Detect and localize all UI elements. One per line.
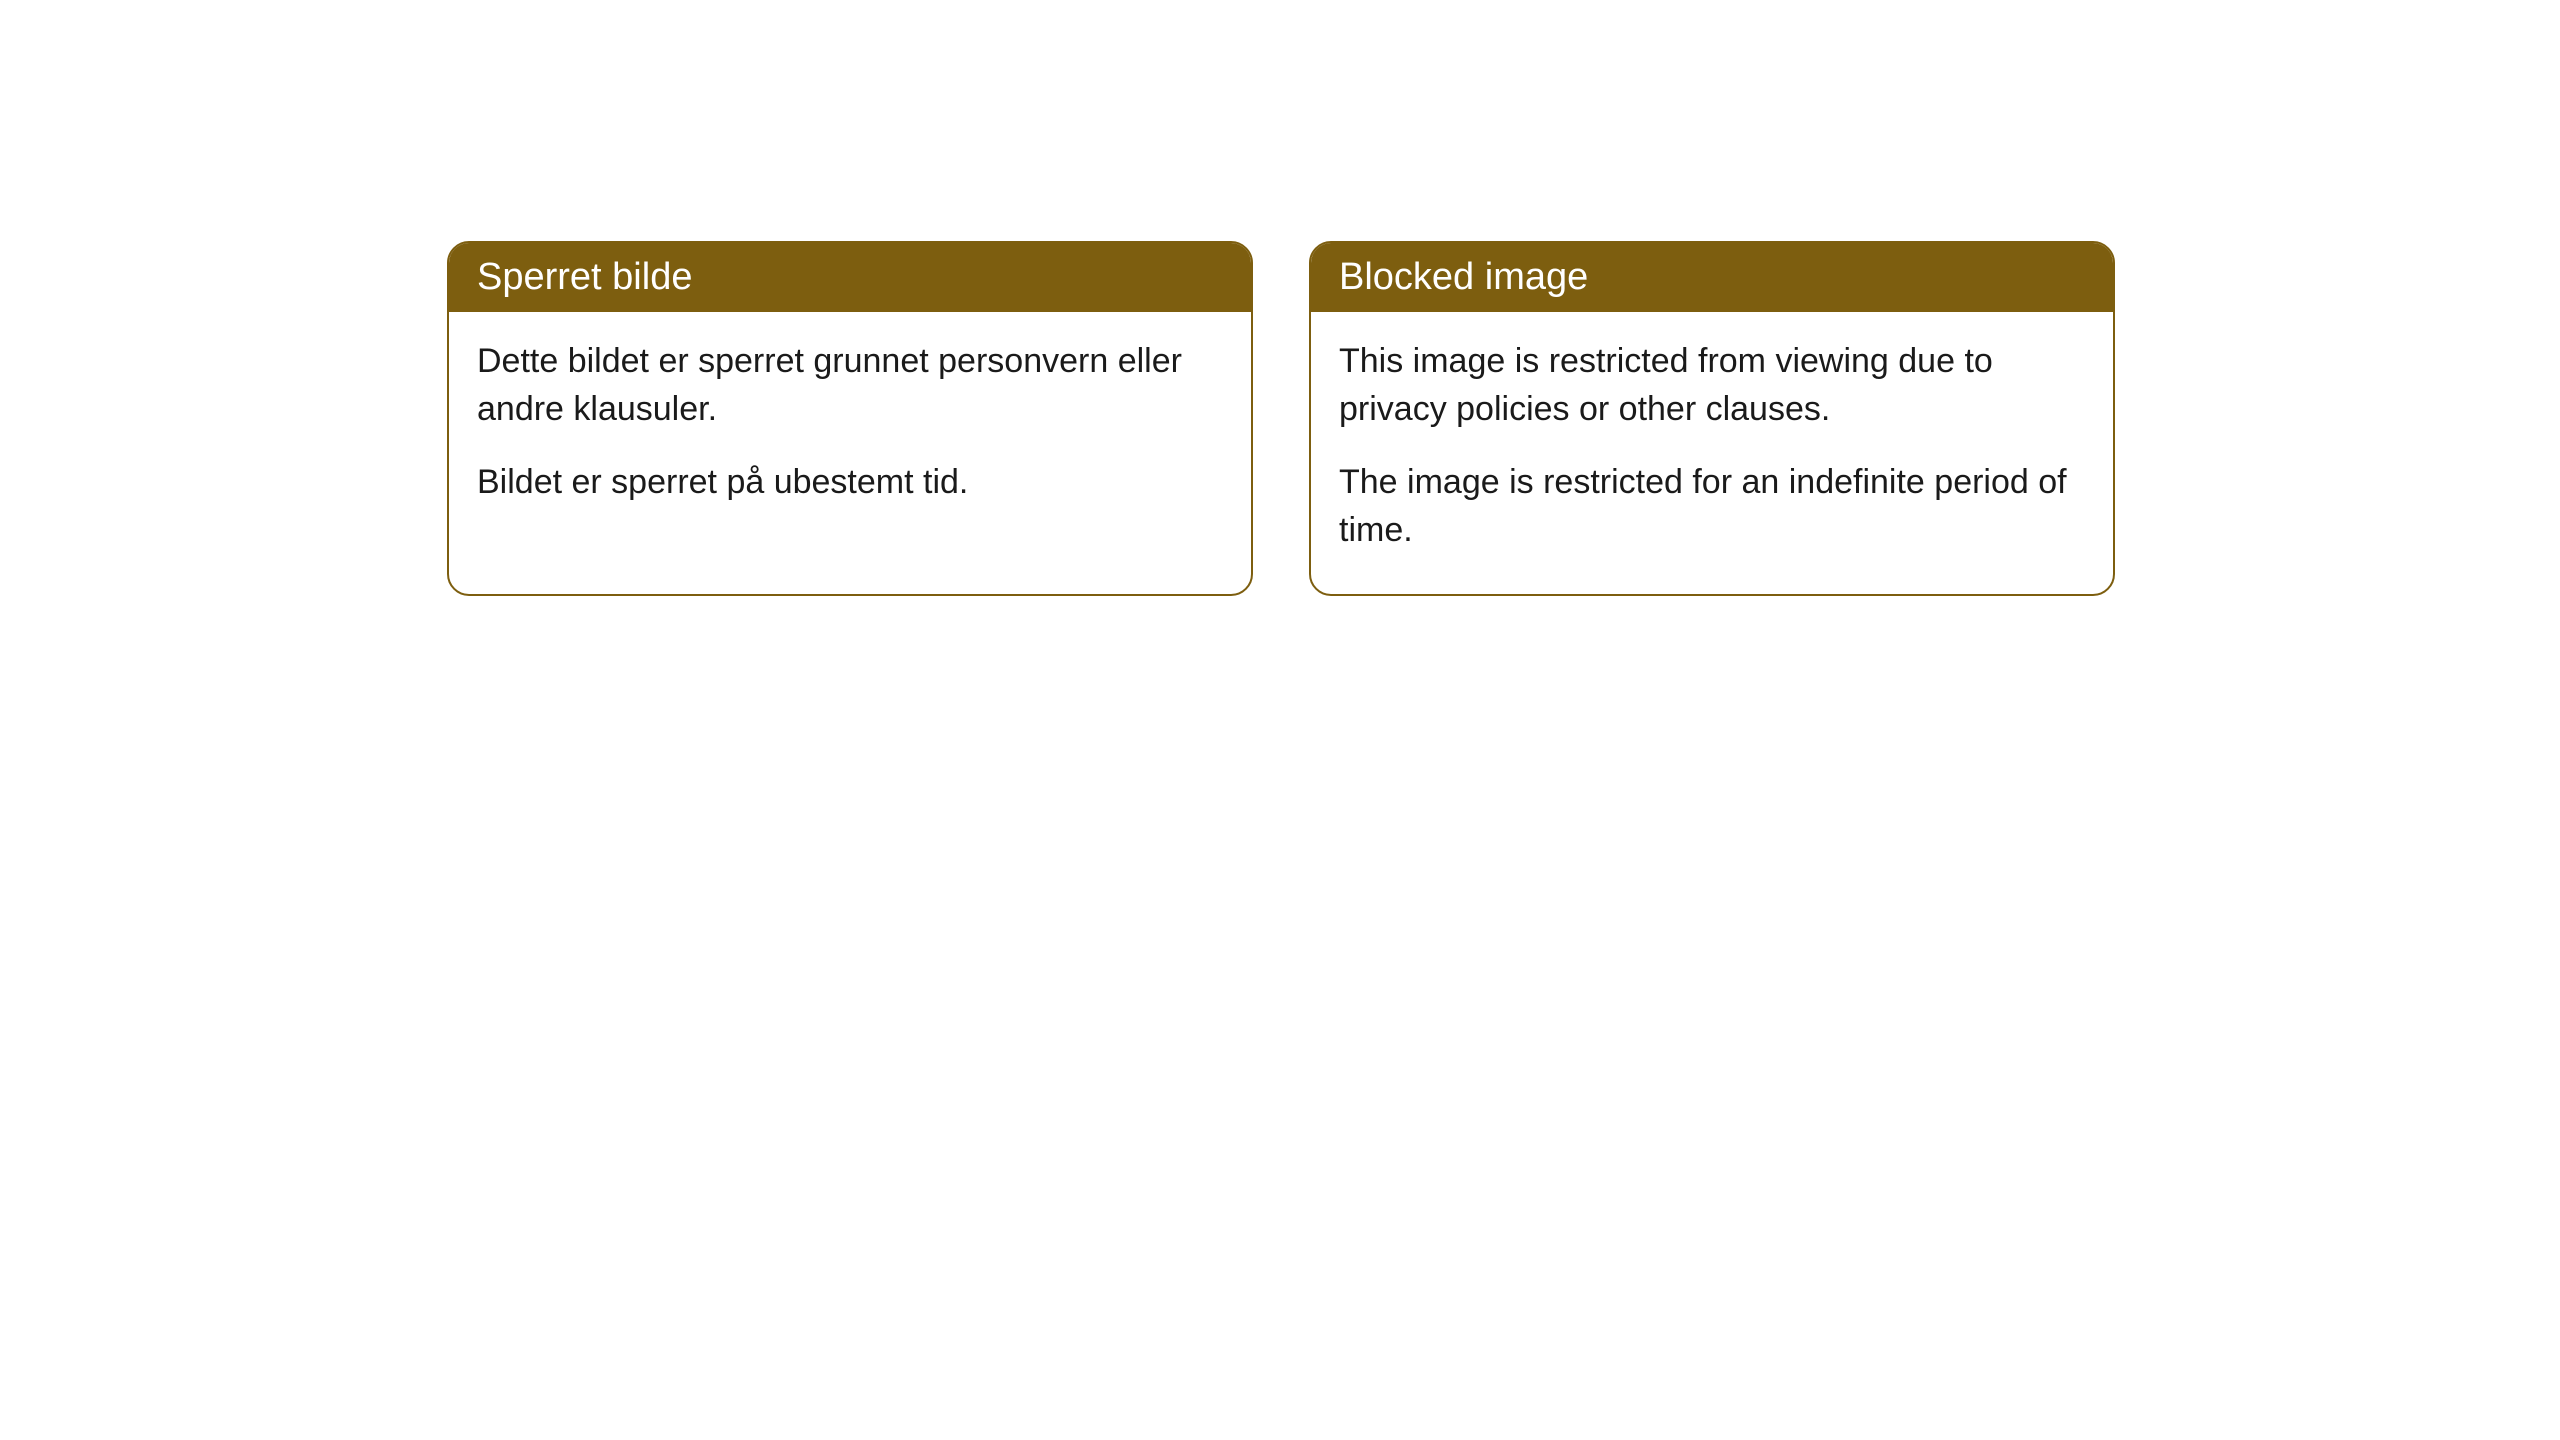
card-header-english: Blocked image [1311, 243, 2113, 312]
blocked-image-card-english: Blocked image This image is restricted f… [1309, 241, 2115, 596]
card-paragraph-english-1: This image is restricted from viewing du… [1339, 338, 2085, 433]
card-header-norwegian: Sperret bilde [449, 243, 1251, 312]
card-paragraph-norwegian-2: Bildet er sperret på ubestemt tid. [477, 459, 1223, 507]
card-body-norwegian: Dette bildet er sperret grunnet personve… [449, 312, 1251, 547]
blocked-image-card-norwegian: Sperret bilde Dette bildet er sperret gr… [447, 241, 1253, 596]
card-body-english: This image is restricted from viewing du… [1311, 312, 2113, 594]
notice-container: Sperret bilde Dette bildet er sperret gr… [447, 241, 2115, 596]
card-title-english: Blocked image [1339, 256, 1588, 298]
card-title-norwegian: Sperret bilde [477, 256, 692, 298]
card-paragraph-english-2: The image is restricted for an indefinit… [1339, 459, 2085, 554]
card-paragraph-norwegian-1: Dette bildet er sperret grunnet personve… [477, 338, 1223, 433]
